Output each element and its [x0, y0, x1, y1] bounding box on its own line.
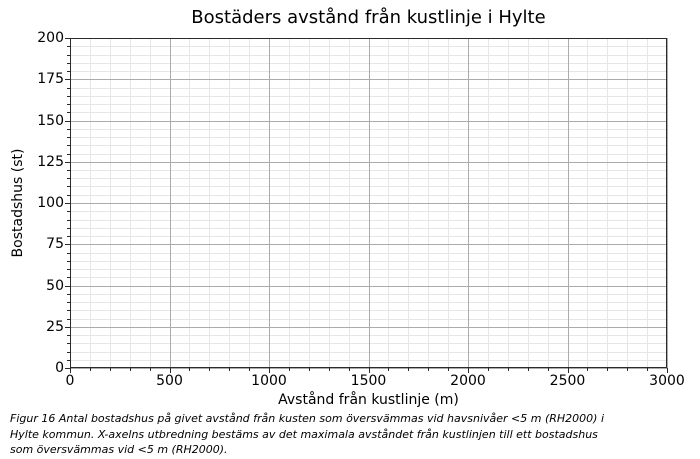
caption-line-2: Hylte kommun. X-axelns utbredning bestäm…: [10, 427, 598, 441]
y-tick-label: 100: [37, 195, 64, 211]
x-tick-label: 2500: [549, 373, 586, 389]
y-tick-label: 150: [37, 112, 64, 129]
x-tick-label: 1500: [350, 373, 387, 389]
figure-caption: Figur 16 Antal bostadshus på givet avstå…: [10, 411, 670, 458]
y-tick-label: 175: [37, 71, 64, 88]
caption-line-1: Figur 16 Antal bostadshus på givet avstå…: [10, 412, 605, 425]
plot-area: [70, 38, 667, 368]
x-tick-label: 500: [156, 373, 183, 389]
x-tick-label: 0: [65, 373, 75, 389]
x-tick-label: 3000: [649, 373, 685, 389]
y-tick-label: 50: [46, 277, 64, 294]
y-tick-label: 25: [46, 318, 64, 335]
chart-title: Bostäders avstånd från kustlinje i Hylte: [191, 7, 546, 28]
x-tick-label: 2000: [450, 373, 486, 389]
tick-marks: [65, 38, 668, 373]
caption-line-3: som översvämmas vid <5 m (RH2000).: [10, 443, 228, 456]
y-tick-label: 125: [37, 153, 64, 170]
y-tick-label: 0: [55, 360, 64, 376]
y-tick-label: 75: [46, 236, 64, 253]
y-tick-label: 200: [37, 30, 64, 46]
x-tick-label: 1000: [251, 373, 287, 389]
x-axis-label: Avstånd från kustlinje (m): [278, 392, 459, 408]
